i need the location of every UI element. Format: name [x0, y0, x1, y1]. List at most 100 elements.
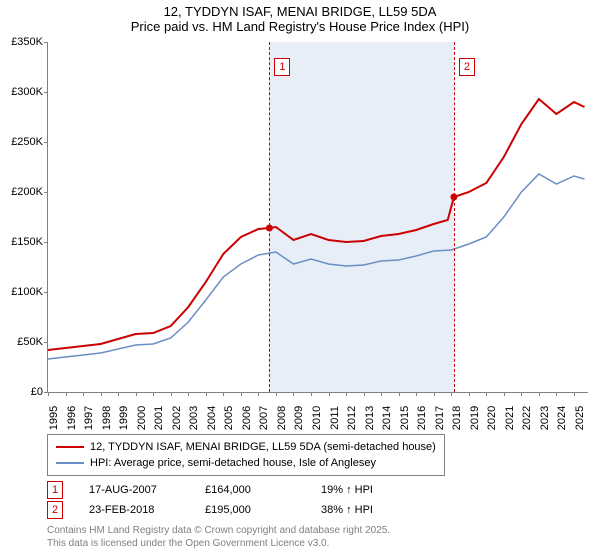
x-tick-mark — [293, 392, 294, 396]
title-subtitle: Price paid vs. HM Land Registry's House … — [0, 19, 600, 34]
y-tick-label: £150K — [1, 236, 43, 248]
x-tick-mark — [101, 392, 102, 396]
sale-marker-label: 2 — [459, 58, 475, 76]
sales-row-date: 17-AUG-2007 — [89, 484, 179, 496]
x-tick-label: 2020 — [486, 406, 498, 430]
y-tick-label: £0 — [1, 386, 43, 398]
chart-container: 12, TYDDYN ISAF, MENAI BRIDGE, LL59 5DA … — [0, 0, 600, 560]
title-address: 12, TYDDYN ISAF, MENAI BRIDGE, LL59 5DA — [0, 4, 600, 19]
credits-line2: This data is licensed under the Open Gov… — [47, 537, 390, 550]
x-tick-mark — [486, 392, 487, 396]
x-tick-mark — [223, 392, 224, 396]
x-tick-mark — [556, 392, 557, 396]
x-tick-mark — [48, 392, 49, 396]
x-tick-mark — [241, 392, 242, 396]
x-tick-label: 2015 — [399, 406, 411, 430]
chart-plot-area: £0£50K£100K£150K£200K£250K£300K£350K1995… — [47, 42, 588, 393]
y-tick-mark — [44, 92, 48, 93]
x-tick-mark — [276, 392, 277, 396]
sales-row-delta: 19% ↑ HPI — [321, 484, 411, 496]
legend-item: 12, TYDDYN ISAF, MENAI BRIDGE, LL59 5DA … — [56, 439, 436, 455]
sale-marker-line — [454, 42, 455, 392]
credits-line1: Contains HM Land Registry data © Crown c… — [47, 524, 390, 537]
y-tick-label: £250K — [1, 136, 43, 148]
x-tick-mark — [504, 392, 505, 396]
x-tick-mark — [539, 392, 540, 396]
x-tick-label: 2006 — [241, 406, 253, 430]
sale-marker-line — [269, 42, 270, 392]
x-tick-label: 1996 — [66, 406, 78, 430]
x-tick-label: 2012 — [346, 406, 358, 430]
x-tick-mark — [83, 392, 84, 396]
x-tick-label: 2018 — [451, 406, 463, 430]
sales-row-delta: 38% ↑ HPI — [321, 504, 411, 516]
x-tick-label: 1998 — [101, 406, 113, 430]
sales-row-marker: 1 — [47, 481, 63, 499]
x-tick-label: 2003 — [188, 406, 200, 430]
x-tick-mark — [188, 392, 189, 396]
x-tick-mark — [381, 392, 382, 396]
legend: 12, TYDDYN ISAF, MENAI BRIDGE, LL59 5DA … — [47, 434, 445, 476]
x-tick-mark — [153, 392, 154, 396]
y-tick-label: £100K — [1, 286, 43, 298]
x-tick-mark — [311, 392, 312, 396]
sales-table-row: 1 17-AUG-2007 £164,000 19% ↑ HPI — [47, 480, 577, 500]
x-tick-label: 2011 — [329, 406, 341, 430]
x-tick-mark — [346, 392, 347, 396]
x-tick-label: 2004 — [206, 406, 218, 430]
y-tick-mark — [44, 292, 48, 293]
x-tick-mark — [521, 392, 522, 396]
x-tick-label: 2005 — [223, 406, 235, 430]
x-tick-mark — [118, 392, 119, 396]
x-tick-label: 2008 — [276, 406, 288, 430]
series-line — [48, 174, 585, 359]
x-tick-mark — [136, 392, 137, 396]
y-tick-mark — [44, 342, 48, 343]
x-tick-label: 2014 — [381, 406, 393, 430]
sales-row-price: £195,000 — [205, 504, 295, 516]
x-tick-label: 2013 — [364, 406, 376, 430]
title-block: 12, TYDDYN ISAF, MENAI BRIDGE, LL59 5DA … — [0, 0, 600, 36]
legend-item: HPI: Average price, semi-detached house,… — [56, 455, 436, 471]
x-tick-label: 1999 — [118, 406, 130, 430]
x-tick-label: 2002 — [171, 406, 183, 430]
y-tick-mark — [44, 142, 48, 143]
x-tick-mark — [66, 392, 67, 396]
x-tick-label: 2024 — [556, 406, 568, 430]
sales-row-date: 23-FEB-2018 — [89, 504, 179, 516]
x-tick-mark — [451, 392, 452, 396]
x-tick-mark — [399, 392, 400, 396]
x-tick-label: 2007 — [258, 406, 270, 430]
x-tick-mark — [258, 392, 259, 396]
x-tick-mark — [574, 392, 575, 396]
legend-swatch — [56, 462, 84, 464]
x-tick-mark — [416, 392, 417, 396]
legend-label: HPI: Average price, semi-detached house,… — [90, 455, 376, 471]
x-tick-label: 2009 — [293, 406, 305, 430]
sales-table-row: 2 23-FEB-2018 £195,000 38% ↑ HPI — [47, 500, 577, 520]
x-tick-label: 2001 — [153, 406, 165, 430]
x-tick-label: 2019 — [469, 406, 481, 430]
x-tick-label: 2000 — [136, 406, 148, 430]
x-tick-label: 2017 — [434, 406, 446, 430]
x-tick-label: 2010 — [311, 406, 323, 430]
x-tick-mark — [206, 392, 207, 396]
sales-row-price: £164,000 — [205, 484, 295, 496]
y-tick-label: £200K — [1, 186, 43, 198]
x-tick-label: 2025 — [574, 406, 586, 430]
sale-marker-label: 1 — [274, 58, 290, 76]
x-tick-mark — [469, 392, 470, 396]
x-tick-mark — [329, 392, 330, 396]
x-tick-label: 2021 — [504, 406, 516, 430]
x-tick-mark — [171, 392, 172, 396]
y-tick-label: £50K — [1, 336, 43, 348]
sales-table: 1 17-AUG-2007 £164,000 19% ↑ HPI 2 23-FEB-201… — [47, 480, 577, 520]
x-tick-label: 1995 — [48, 406, 60, 430]
y-tick-mark — [44, 192, 48, 193]
y-tick-mark — [44, 242, 48, 243]
series-line — [48, 99, 585, 350]
x-tick-label: 2023 — [539, 406, 551, 430]
sales-row-marker: 2 — [47, 501, 63, 519]
y-tick-label: £300K — [1, 86, 43, 98]
legend-swatch — [56, 446, 84, 448]
